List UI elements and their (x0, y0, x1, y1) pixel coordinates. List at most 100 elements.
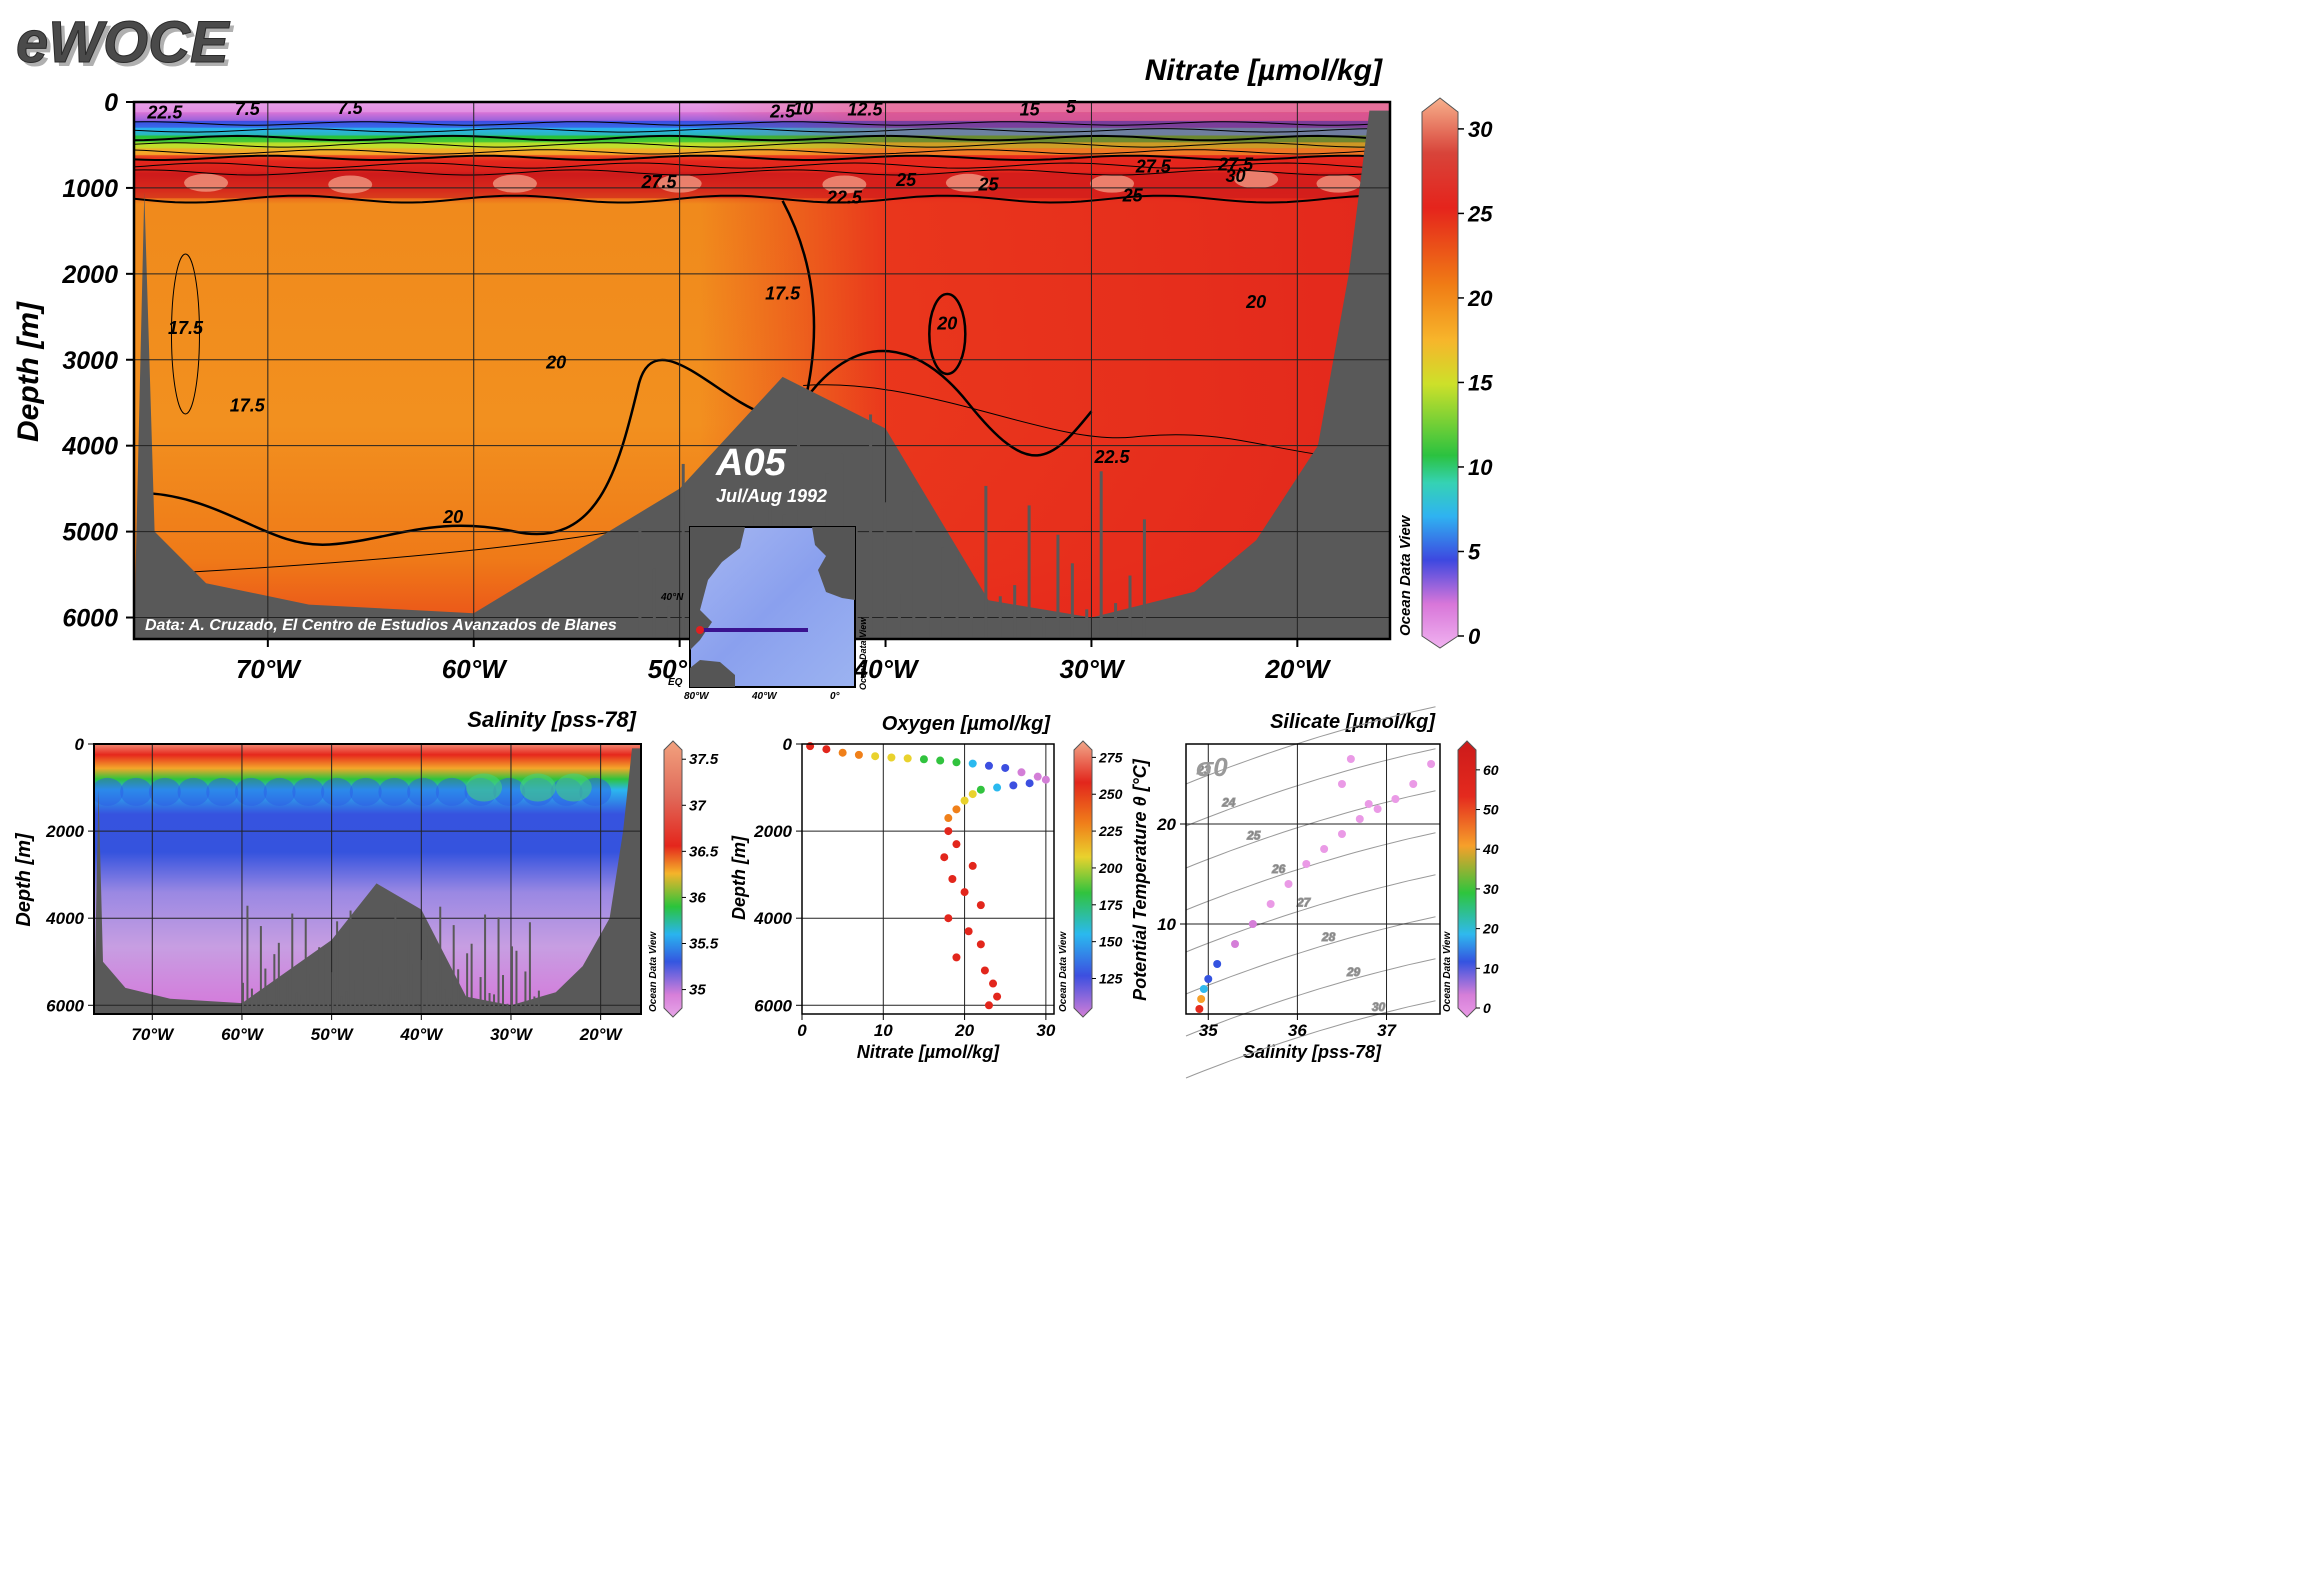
salinity-ridge-spike (380, 928, 383, 1014)
oxygen-point (940, 853, 949, 862)
main-ytick-label: 3000 (62, 347, 118, 375)
salinity-ridge-spike (430, 1001, 433, 1014)
salinity-cb-ticklabel: 37 (689, 797, 706, 814)
ridge-spike (1099, 471, 1103, 639)
contour-line-22-5-deep (803, 384, 1318, 455)
oxygen-point (936, 756, 945, 765)
salinity-ridge-spike (331, 972, 334, 1014)
ridge-spike (955, 551, 959, 639)
oxygen-point (1001, 763, 1010, 772)
oxygen-point (854, 750, 863, 759)
contour-label: 25 (895, 170, 917, 190)
salinity-ridge-spike (421, 959, 424, 1014)
inset-europe-africa (812, 527, 855, 600)
oxygen-point (993, 783, 1002, 792)
contour-label: 12.5 (847, 99, 883, 119)
salinity-ridge-spike (250, 988, 253, 1014)
oxygen-point (944, 814, 953, 823)
logo-shadow: eWOCE (20, 14, 235, 79)
isopycnal (1185, 832, 1436, 911)
ridge-spike (681, 463, 685, 639)
oxygen-point (944, 827, 953, 836)
oxygen-plot: 0 2000 4000 6000 0 10 20 30 (753, 735, 1056, 1040)
salinity-ridge-spike (524, 971, 527, 1014)
main-xtick-label: 70°W (236, 654, 302, 684)
salinity-ridge-spike (510, 946, 513, 1014)
salinity-ytick-label: 6000 (46, 996, 84, 1015)
salinity-blob (321, 777, 354, 806)
main-colorbar-bar (1421, 97, 1459, 649)
silicate-ytick-label: 10 (1157, 915, 1176, 934)
salinity-ridge-spike (367, 956, 370, 1014)
salinity-ridge-spike (466, 953, 469, 1014)
salinity-ridge-spike (533, 996, 536, 1014)
salinity-blob (378, 777, 411, 806)
oxygen-point (952, 805, 961, 814)
oxygen-xtick-label: 20 (954, 1021, 974, 1040)
oxygen-point (993, 992, 1002, 1001)
nitrate-core (822, 175, 867, 194)
isopycnal-label: 25 (1246, 828, 1261, 842)
silicate-point (1320, 845, 1329, 853)
salinity-cb-ticklabel: 35 (689, 982, 706, 999)
salinity-ridge-spike (300, 994, 303, 1014)
silicate-xtick-label: 36 (1288, 1021, 1307, 1040)
ridge-spike (969, 613, 973, 639)
oxygen-point (964, 927, 973, 936)
oxygen-point (976, 901, 985, 910)
salinity-green-blob (555, 773, 592, 802)
silicate-point (1284, 880, 1293, 888)
contour-labels: 2.5 5 7.5 10 12.5 15 7.5 17.5 17.5 17.5 20 20 20 20 22… (146, 97, 1266, 527)
inset-lon-40w: 40°W (751, 691, 778, 702)
salinity-ridge-spike (309, 974, 312, 1014)
salinity-blob (435, 777, 468, 806)
ridge-spike (854, 530, 858, 639)
silicate-point (1302, 860, 1311, 868)
inset-map: 40°N EQ 80°W 40°W 0° Ocean Data View (660, 526, 868, 702)
ridge-spike (926, 614, 930, 639)
oxygen-point (822, 745, 831, 754)
ridge-spike (638, 528, 642, 639)
salinity-ytick-label: 0 (75, 735, 85, 754)
nitrate-core (184, 173, 229, 192)
silicate-cb-ticklabel: 60 (1483, 762, 1499, 778)
silicate-point (1197, 995, 1206, 1003)
oxygen-cb-ticklabel: 275 (1098, 749, 1123, 765)
salinity-blob (234, 777, 267, 806)
logo: eWOCE (16, 10, 231, 75)
oxygen-point (1033, 772, 1042, 781)
ridge-spike (912, 491, 916, 639)
salinity-ylabel: Depth [m] (13, 832, 35, 927)
salinity-blob (120, 777, 153, 806)
main-cb-ticklabel: 20 (1467, 286, 1493, 311)
salinity-blob (407, 777, 440, 806)
oxygen-point (1017, 768, 1026, 777)
salinity-ridge-spike (403, 1000, 406, 1014)
isopycnal (1185, 748, 1436, 827)
contour-label: 27.5 (641, 172, 678, 192)
oxygen-xtick-label: 30 (1036, 1021, 1055, 1040)
salinity-ridge-spike (385, 999, 388, 1014)
salinity-blob (263, 777, 296, 806)
salinity-intermediate-water (94, 773, 612, 806)
nitrate-band (134, 148, 1390, 156)
oxygen-point (960, 888, 969, 897)
silicate-point (1213, 960, 1222, 968)
ridge-spike (1128, 575, 1132, 639)
nitrate-band (134, 127, 1390, 136)
salinity-ridge-spike (519, 1004, 522, 1014)
silicate-colorbar-ticks: 0 10 20 30 40 50 60 (1476, 762, 1499, 1016)
oxygen-point (984, 761, 993, 770)
contour-line (134, 149, 1390, 155)
contour-label: 22.5 (826, 187, 863, 207)
oxygen-yticks: 0 2000 4000 6000 (753, 735, 802, 1015)
oxygen-ytick-label: 4000 (753, 909, 792, 928)
silicate-point (1427, 760, 1436, 768)
salinity-ridge-spike (493, 994, 496, 1014)
contour-line (134, 142, 1390, 148)
main-ytick-label: 6000 (62, 605, 118, 633)
silicate-cb-ticklabel: 50 (1483, 802, 1499, 818)
contour-line (134, 121, 1390, 126)
ridge-spike (1042, 616, 1046, 639)
salinity-ridge-spike (349, 910, 352, 1014)
